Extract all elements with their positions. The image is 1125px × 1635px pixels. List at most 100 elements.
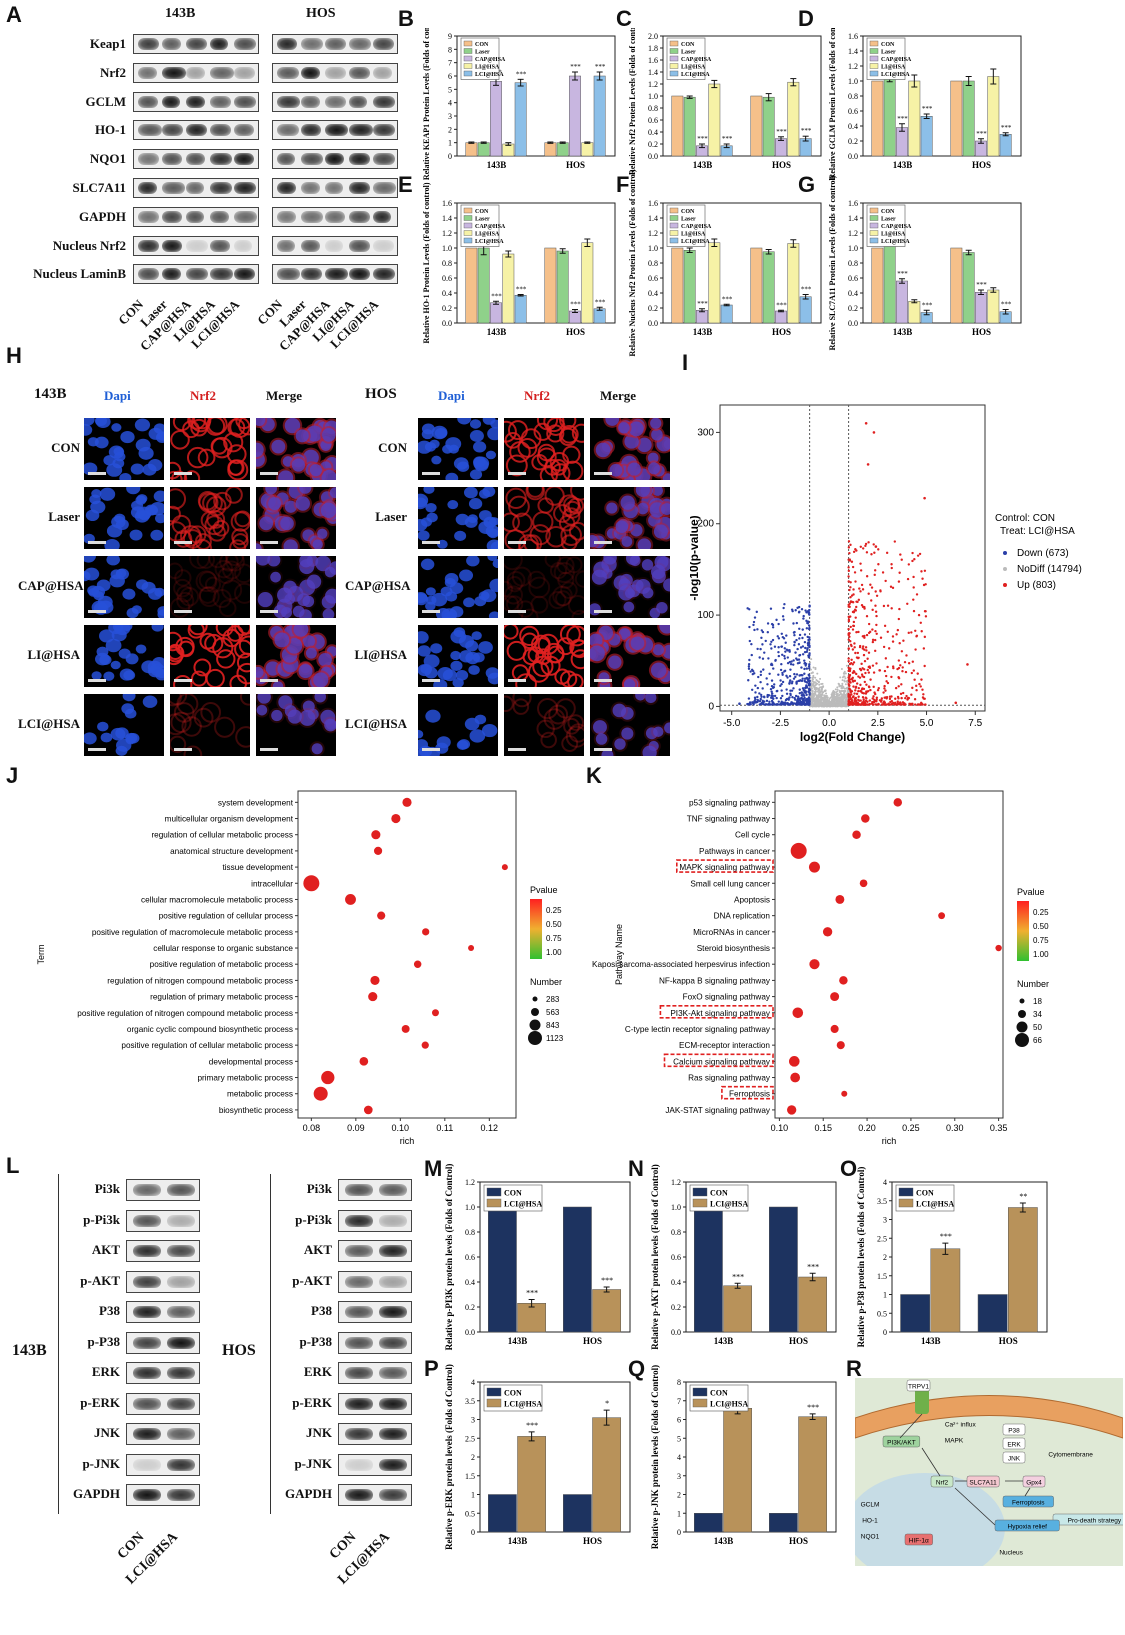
blot-band	[234, 182, 256, 194]
x-tick-label: HOS	[583, 1536, 602, 1546]
y-axis-label: Relative HO-1 Protein Levels (Folds of c…	[422, 182, 431, 343]
point-down	[781, 653, 784, 656]
panel-label-g: G	[798, 172, 816, 197]
point-nodiff	[821, 682, 824, 685]
y-tick-label: 0.6	[848, 107, 858, 116]
schematic-label: Nrf2	[936, 1480, 949, 1487]
point-down	[747, 697, 751, 700]
point-down	[754, 684, 757, 687]
nrf2-signal	[511, 664, 529, 682]
point-up	[888, 695, 892, 698]
nrf2-signal	[181, 716, 202, 737]
point-up	[883, 687, 886, 690]
point-up	[858, 667, 862, 671]
y-tick-label: 1.2	[648, 229, 658, 238]
nucleus-blob	[449, 606, 464, 618]
point-nodiff	[814, 666, 817, 669]
point-nodiff	[814, 705, 817, 708]
blot-strip	[133, 62, 259, 83]
blot-band	[379, 1275, 407, 1288]
blot-band	[162, 268, 181, 281]
point-down	[766, 683, 769, 686]
point-up	[860, 662, 863, 666]
y-tick-label: 4	[471, 1378, 475, 1387]
y-tick-label: 8	[677, 1378, 681, 1387]
nrf2-signal	[217, 567, 235, 585]
blot-band	[345, 1214, 373, 1227]
nrf2-signal	[170, 597, 191, 618]
point-up	[921, 688, 924, 691]
y-tick-label: 1.4	[848, 47, 858, 56]
point-nodiff	[840, 693, 843, 696]
point-up	[848, 684, 851, 687]
point-down	[788, 650, 791, 653]
point-up	[871, 664, 875, 667]
bar	[514, 295, 527, 324]
x-tick-label: HOS	[566, 327, 585, 337]
nrf2-signal	[218, 599, 237, 618]
point-up	[923, 610, 927, 613]
blot-band	[277, 182, 297, 194]
point-up	[854, 651, 857, 655]
term-label: cellular macromolecule metabolic process	[141, 895, 293, 904]
point-down	[750, 642, 753, 646]
point-nodiff	[843, 703, 846, 706]
y-tick-label: 1	[883, 1291, 887, 1300]
term-label: C-type lectin receptor signaling pathway	[625, 1025, 771, 1034]
point-down	[805, 693, 808, 697]
point-up	[864, 544, 867, 548]
if-image-merge	[590, 694, 670, 756]
legend-label: NoDiff (14794)	[1017, 564, 1082, 575]
point-up	[890, 607, 893, 610]
blot-band	[345, 1367, 373, 1379]
term-label: TNF signaling pathway	[687, 815, 771, 824]
point-up	[847, 580, 850, 583]
point-down	[781, 680, 785, 684]
legend-label: LCI@HSA	[681, 72, 710, 78]
point-up	[852, 611, 856, 614]
bar	[750, 95, 763, 157]
point-down	[760, 629, 764, 632]
point-down	[800, 691, 803, 694]
point-up	[861, 588, 865, 591]
nrf2-signal	[553, 561, 575, 584]
schematic-label: NQO1	[861, 1534, 880, 1541]
y-tick-label: 0.4	[848, 122, 858, 131]
point-up	[898, 571, 901, 574]
point-nodiff	[831, 703, 834, 706]
legend-label: LCI@HSA	[504, 1200, 542, 1209]
point-nodiff	[811, 689, 814, 692]
point-down	[803, 690, 806, 694]
nucleus-blob	[481, 723, 498, 738]
blot-band	[373, 210, 392, 223]
scale-bar	[260, 472, 278, 475]
point-up	[850, 658, 853, 661]
y-tick-label: 1.4	[648, 68, 658, 77]
scale-bar	[88, 541, 106, 544]
nucleus-blob	[126, 607, 139, 618]
bar	[671, 95, 684, 157]
point-up	[859, 562, 862, 565]
point-up	[922, 647, 926, 650]
point-up	[902, 639, 905, 642]
pvalue-tick: 1.00	[1033, 950, 1049, 959]
scale-bar	[260, 541, 278, 544]
significance-mark: ***	[570, 301, 581, 309]
point-nodiff	[808, 705, 811, 708]
point-up	[853, 692, 856, 695]
legend-label: Laser	[881, 50, 896, 56]
schematic-label: Cytomembrane	[1048, 1452, 1093, 1459]
bar	[962, 252, 975, 324]
blot-band	[133, 1397, 161, 1410]
legend-label: LI@HSA	[681, 65, 706, 71]
merge-nucleus	[628, 421, 644, 437]
point-down	[771, 692, 774, 695]
point-down	[775, 696, 778, 700]
x-tick-label: HOS	[772, 327, 791, 337]
merge-nucleus	[642, 745, 657, 756]
merge-nucleus	[313, 672, 329, 687]
legend-swatch	[463, 207, 473, 214]
nrf2-signal	[556, 556, 575, 575]
